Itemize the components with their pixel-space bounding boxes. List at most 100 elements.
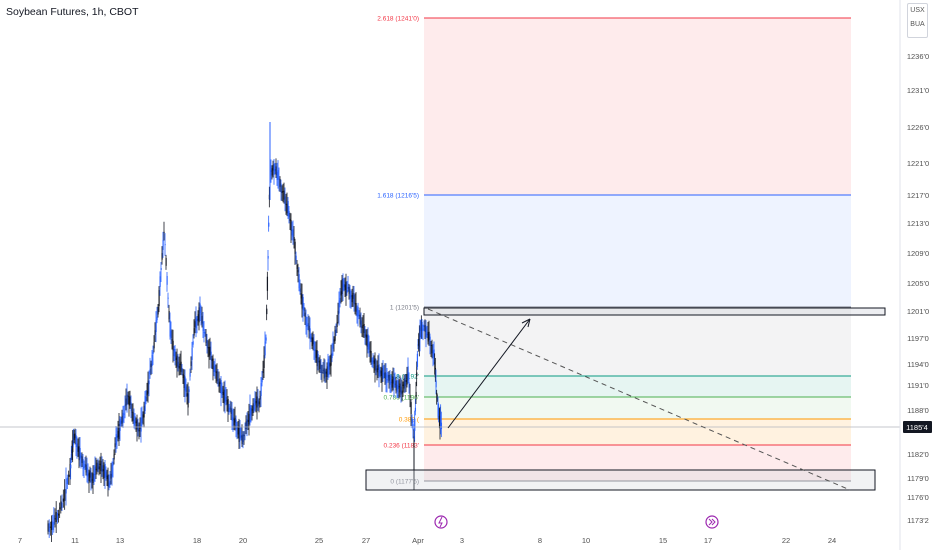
fib-band xyxy=(424,445,851,481)
candle-body xyxy=(357,306,359,317)
price-axis[interactable]: 1236'0 1231'0 1226'0 1221'0 1217'0 1213'0 1209… xyxy=(899,0,932,550)
candle-body xyxy=(193,328,195,336)
candle-body xyxy=(335,329,337,333)
candle-body xyxy=(326,366,328,377)
candle-body xyxy=(92,473,94,483)
price-tick-label: 1213'0 xyxy=(907,219,929,228)
candle-body xyxy=(388,374,390,381)
fib-band xyxy=(424,195,851,307)
candle-body xyxy=(370,351,372,362)
lightning-event-icon[interactable] xyxy=(434,515,448,529)
candle-body xyxy=(266,276,269,291)
candle-body xyxy=(374,358,376,371)
event-circle xyxy=(434,515,448,529)
candle-body xyxy=(422,328,424,330)
candle-body xyxy=(301,294,303,309)
candle-body xyxy=(216,371,218,382)
time-axis[interactable]: 7 11 13 18 20 25 27 Apr 3 8 10 15 17 22 24 xyxy=(18,536,836,545)
candle-body xyxy=(159,276,161,287)
candle-body xyxy=(68,474,70,477)
candle-body xyxy=(137,424,139,432)
time-tick-label: 7 xyxy=(18,536,22,545)
candle-body xyxy=(389,376,391,385)
candle-body xyxy=(240,435,242,438)
forward-event-icon[interactable] xyxy=(705,515,719,529)
price-tick-label: 1179'0 xyxy=(907,474,929,483)
time-tick-label: Apr xyxy=(412,536,424,545)
candle-body xyxy=(419,327,421,340)
candle-body xyxy=(149,368,151,374)
resistance-box[interactable] xyxy=(423,307,886,316)
candle-body xyxy=(415,391,417,397)
projection-arrow[interactable] xyxy=(447,318,531,429)
candle-body xyxy=(96,462,98,472)
candle-body xyxy=(221,387,223,393)
candle-body xyxy=(97,463,99,470)
dashed-trend-line[interactable] xyxy=(427,308,851,491)
candle-body xyxy=(316,350,318,367)
candle-body xyxy=(280,183,282,193)
candle-body xyxy=(272,164,274,171)
currency-unit-selector[interactable]: USX BUA xyxy=(907,3,928,38)
candle-body xyxy=(440,422,443,430)
candle-body xyxy=(200,313,202,315)
candle-body xyxy=(90,472,92,483)
fib-level-label: 0.382 ( xyxy=(399,417,420,424)
candle-body xyxy=(246,419,248,429)
candle-body xyxy=(227,399,229,412)
candle-body xyxy=(209,346,211,355)
candle-body xyxy=(58,513,60,516)
candle-body xyxy=(232,417,234,420)
support-box[interactable] xyxy=(365,469,876,491)
candle-body xyxy=(261,378,263,383)
candle-body xyxy=(379,370,381,374)
candle-body xyxy=(87,474,89,476)
candle-body xyxy=(210,351,212,361)
candle-body xyxy=(239,428,241,439)
candle-body xyxy=(101,465,103,472)
drawings-layer[interactable] xyxy=(0,307,900,529)
price-tick-label: 1231'0 xyxy=(907,86,929,95)
lightning-glyph xyxy=(438,516,443,528)
candle-body xyxy=(62,498,65,502)
candle-body xyxy=(88,472,90,481)
candle-body xyxy=(65,478,67,494)
candle-body xyxy=(362,325,364,327)
candle-body xyxy=(414,418,416,431)
candle-body xyxy=(162,239,164,250)
candle-body xyxy=(400,386,402,395)
candle-body xyxy=(178,365,180,369)
current-price-badge xyxy=(903,421,932,433)
time-tick-label: 27 xyxy=(362,536,370,545)
candle-body xyxy=(82,459,84,470)
candle-body xyxy=(334,329,336,341)
candle-body xyxy=(208,347,210,357)
candle-body xyxy=(407,366,409,381)
candle-body xyxy=(311,337,313,346)
candle-body xyxy=(218,382,220,387)
candle-body xyxy=(380,370,382,376)
candle-body xyxy=(424,325,426,332)
candle-body xyxy=(327,358,329,375)
candle-body xyxy=(84,464,86,467)
candle-body xyxy=(229,406,231,410)
time-tick-label: 10 xyxy=(582,536,590,545)
time-tick-label: 22 xyxy=(782,536,790,545)
time-tick-label: 20 xyxy=(239,536,247,545)
candle-body xyxy=(314,349,316,351)
candle-body xyxy=(154,330,156,335)
candle-body xyxy=(408,382,410,388)
candle-body xyxy=(403,378,405,389)
candle-body xyxy=(302,297,304,310)
fib-retracement[interactable]: 2.618 (1241'0) 1.618 (1216'5) 1 (1201'5) 0.… xyxy=(377,16,851,486)
candle-body xyxy=(78,446,80,461)
candle-body xyxy=(320,365,322,373)
time-tick-label: 15 xyxy=(659,536,667,545)
candle-body xyxy=(186,393,188,397)
candle-body xyxy=(220,380,222,395)
candle-body xyxy=(176,355,178,367)
candle-body xyxy=(248,413,250,425)
candle-body xyxy=(95,468,97,470)
candle-body xyxy=(306,324,308,327)
